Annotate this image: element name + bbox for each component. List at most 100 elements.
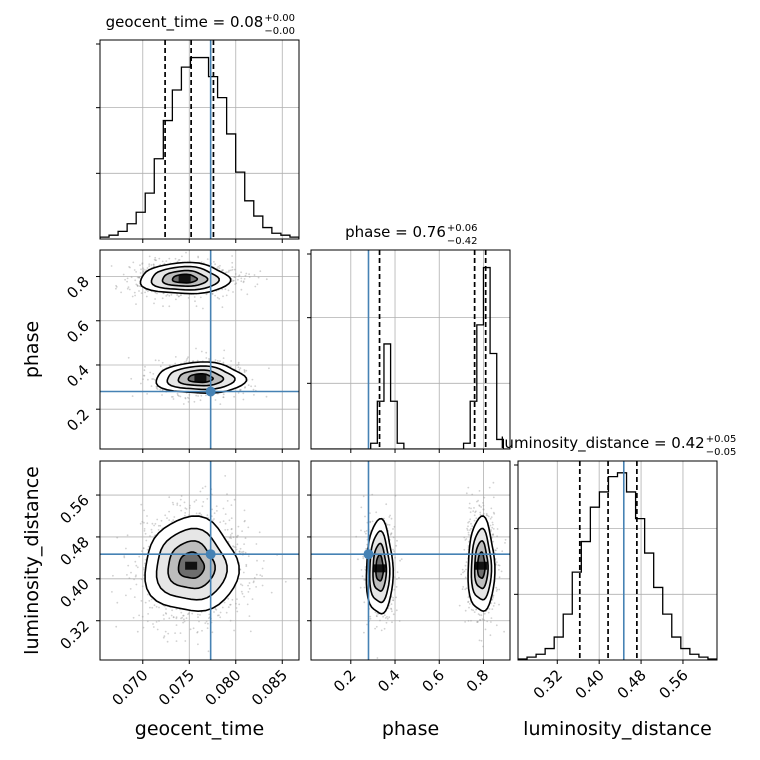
sample-point	[153, 302, 155, 305]
sample-point	[175, 617, 178, 620]
sample-point	[256, 559, 258, 562]
sample-point	[481, 618, 484, 621]
sample-point	[464, 564, 467, 567]
title-err-minus: −0.05	[706, 447, 737, 458]
sample-point	[493, 602, 496, 605]
sample-point	[237, 275, 240, 278]
sample-point	[229, 536, 232, 538]
sample-point	[226, 528, 229, 531]
truth-marker	[363, 549, 374, 560]
sample-point	[153, 604, 156, 607]
density-group	[100, 250, 299, 449]
y-tick-label: 0.2	[63, 405, 93, 435]
sample-point	[205, 357, 208, 359]
sample-point	[155, 605, 158, 608]
sample-point	[126, 280, 128, 283]
contour-line	[187, 373, 214, 384]
sample-point	[135, 303, 137, 305]
sample-point	[181, 255, 183, 258]
sample-point	[482, 508, 485, 511]
density-group	[100, 461, 299, 660]
sample-point	[396, 571, 399, 574]
title-luminosity_distance: luminosity_distance = 0.42	[500, 434, 704, 453]
sample-point	[217, 265, 220, 268]
sample-point	[478, 504, 481, 507]
sample-point	[112, 574, 114, 577]
sample-point	[154, 522, 157, 525]
sample-point	[374, 627, 376, 630]
sample-point	[365, 548, 367, 550]
sample-point	[392, 599, 395, 601]
sample-point	[152, 623, 154, 625]
sample-point	[392, 599, 394, 602]
sample-point	[152, 378, 155, 380]
sample-point	[467, 601, 469, 603]
sample-point	[221, 269, 224, 272]
sample-point	[196, 631, 199, 633]
sample-point	[143, 528, 146, 530]
sample-point	[142, 568, 145, 571]
sample-point	[173, 516, 176, 518]
sample-point	[167, 632, 170, 635]
sample-point	[490, 530, 492, 532]
sample-point	[156, 388, 159, 390]
sample-point	[227, 597, 230, 600]
sample-point	[461, 568, 464, 571]
sample-point	[177, 295, 180, 298]
sample-point	[479, 513, 482, 516]
sample-point	[192, 627, 195, 630]
sample-point	[185, 508, 188, 510]
sample-point	[253, 577, 256, 579]
sample-point	[164, 630, 167, 633]
sample-point	[229, 269, 232, 272]
sample-point	[233, 279, 235, 282]
sample-point	[480, 614, 483, 617]
panel-2d-geocent_time-phase	[100, 250, 299, 449]
sample-point	[187, 297, 190, 299]
sample-point	[140, 600, 143, 602]
sample-point	[135, 271, 138, 273]
sample-point	[390, 607, 392, 610]
sample-point	[251, 598, 254, 600]
sample-point	[138, 555, 141, 558]
sample-point	[489, 524, 492, 527]
sample-point	[476, 500, 478, 503]
sample-point	[391, 621, 393, 624]
sample-point	[467, 531, 470, 534]
title-err-minus: −0.00	[264, 26, 295, 37]
sample-point	[155, 387, 158, 390]
sample-point	[172, 616, 175, 618]
sample-point	[233, 276, 236, 279]
sample-point	[162, 614, 165, 616]
sample-point	[219, 611, 222, 614]
sample-point	[237, 278, 239, 281]
sample-point	[483, 496, 486, 499]
sample-point	[498, 603, 500, 606]
sample-point	[214, 399, 217, 401]
sample-point	[490, 528, 492, 531]
sample-point	[501, 550, 504, 553]
sample-point	[199, 512, 202, 515]
sample-point	[175, 298, 177, 301]
sample-point	[468, 507, 471, 509]
panel-frame-geocent_time	[99, 39, 300, 240]
title-phase: phase = 0.76	[345, 223, 446, 241]
sample-point	[255, 543, 258, 545]
sample-point	[165, 295, 168, 297]
sample-point	[248, 587, 251, 590]
sample-point	[133, 269, 136, 271]
sample-point	[195, 394, 198, 397]
sample-point	[395, 578, 398, 580]
sample-point	[174, 356, 177, 358]
sample-point	[483, 619, 485, 621]
sample-point	[159, 388, 162, 391]
sample-point	[395, 596, 397, 599]
x-axis-label-geocent_time: geocent_time	[135, 718, 264, 740]
sample-point	[471, 525, 474, 528]
sample-point	[245, 563, 248, 566]
sample-point	[140, 292, 143, 294]
sample-point	[363, 530, 366, 533]
sample-point	[470, 522, 472, 525]
sample-point	[141, 263, 144, 265]
contour-line	[365, 517, 394, 615]
